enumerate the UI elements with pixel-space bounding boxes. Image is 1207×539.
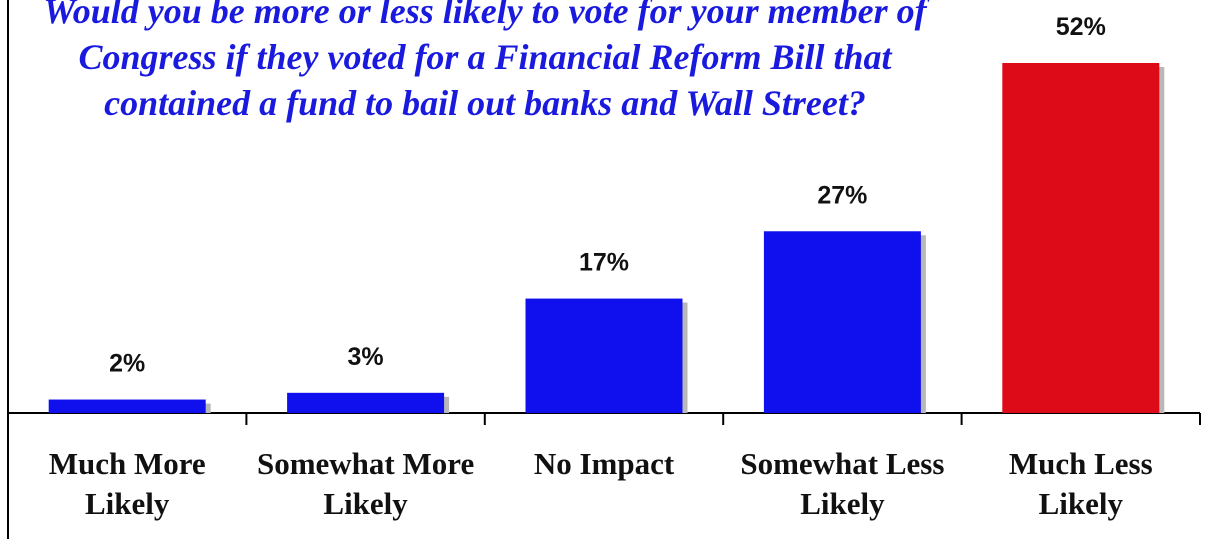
bar [287, 392, 445, 413]
x-tick-label: Much Less Likely [1008, 446, 1153, 521]
value-label: 3% [348, 343, 384, 371]
bar [763, 231, 921, 413]
value-label: 2% [109, 350, 145, 378]
bar [525, 298, 683, 413]
x-tick-label: Somewhat More Likely [256, 446, 475, 521]
x-tick-label: Much More Likely [48, 446, 206, 521]
value-label: 27% [817, 181, 867, 209]
bar [48, 399, 206, 413]
value-label: 17% [579, 249, 629, 277]
x-tick-label: Somewhat Less Likely [740, 446, 945, 521]
value-label: 52% [1056, 13, 1106, 41]
bar [1002, 63, 1160, 413]
chart-title: Would you be more or less likely to vote… [43, 0, 927, 123]
x-tick-label: No Impact [533, 446, 675, 481]
